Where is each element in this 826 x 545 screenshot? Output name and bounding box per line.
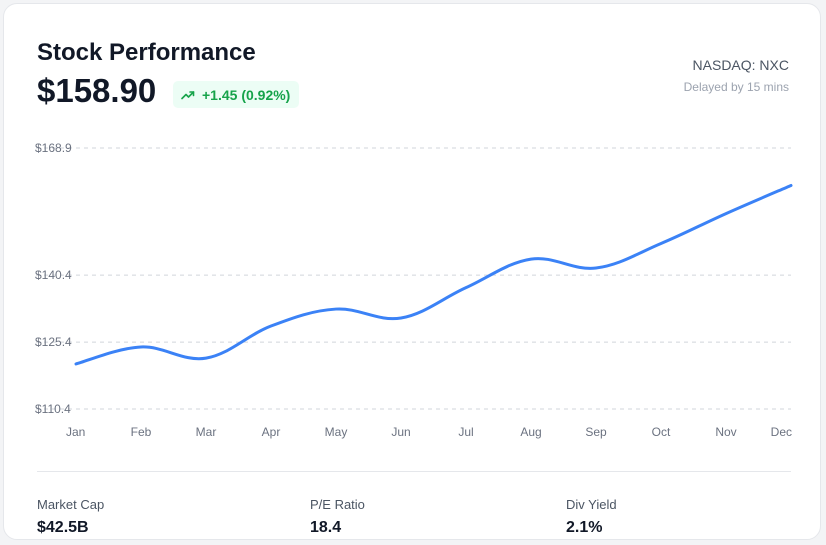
price-change-badge: +1.45 (0.92%) [173,81,300,108]
stat-pe-ratio: P/E Ratio 18.4 [310,497,365,537]
x-tick-label: Jun [391,425,410,439]
y-tick-label: $140.4 [35,268,72,282]
price-series-line [74,183,793,366]
current-price: $158.90 [37,72,157,109]
x-tick-label: Feb [131,425,152,439]
x-tick-label: Oct [652,425,671,439]
card-title: Stock Performance [37,39,256,66]
stat-label: P/E Ratio [310,497,365,512]
stat-value: 2.1% [566,519,603,536]
y-tick-label: $168.9 [35,141,72,155]
price-line-chart: $110.4 $125.4 $140.4 $168.9 Jan Feb Mar Apr May J… [35,141,793,439]
ticker-symbol: NASDAQ: NXC [692,57,789,73]
x-tick-label: Mar [196,425,217,439]
price-change-value: +1.45 (0.92%) [202,86,291,103]
y-tick-label: $125.4 [35,335,72,349]
stat-value: 18.4 [310,519,342,536]
stat-label: Div Yield [566,497,617,512]
divider [37,471,791,472]
y-tick-label: $110.4 [35,402,71,416]
x-tick-label: Jan [66,425,85,439]
stat-div-yield: Div Yield 2.1% [566,497,617,537]
x-tick-label: Apr [262,425,281,439]
x-tick-label: Jul [458,425,473,439]
stat-value: $42.5B [37,519,89,536]
stat-market-cap: Market Cap $42.5B [37,497,104,537]
trending-up-icon [181,88,195,102]
x-tick-label: Aug [520,425,541,439]
x-tick-label: May [325,425,348,439]
stock-card: Stock Performance $158.90 +1.45 (0.92%) … [3,3,821,540]
delay-note: Delayed by 15 mins [683,80,789,94]
x-tick-label: Sep [585,425,607,439]
x-tick-label: Nov [715,425,736,439]
stat-label: Market Cap [37,497,105,512]
x-tick-label: Dec [771,425,792,439]
